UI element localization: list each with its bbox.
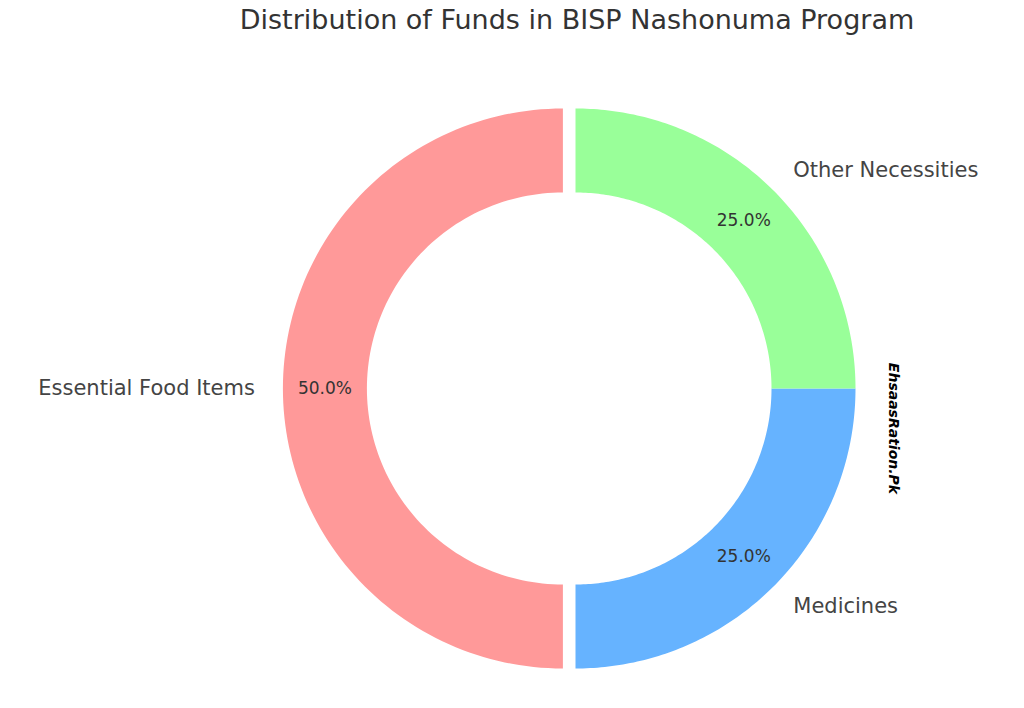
svg-text:25.0%: 25.0% [717,210,771,230]
html-text:Distribution of Funds in BISP: Distribution of Funds in BISP Nashonuma … [239,4,915,35]
svg-text:25.0%: 25.0% [717,546,771,566]
svg-text:Other Necessities: Other Necessities [793,158,978,182]
svg-text:Medicines: Medicines [793,594,898,618]
svg-text:Essential Food Items: Essential Food Items [38,376,255,400]
svg-text:50.0%: 50.0% [298,378,352,398]
svg-text:EhsaasRation.Pk: EhsaasRation.Pk [886,363,902,496]
